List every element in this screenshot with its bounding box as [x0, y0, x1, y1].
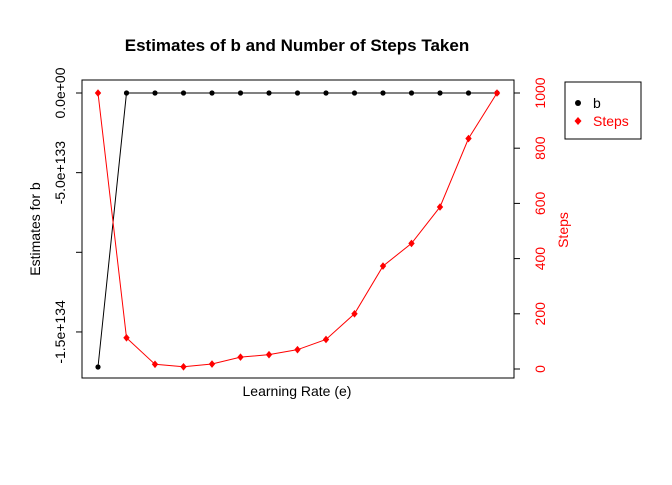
b-point: [437, 90, 443, 96]
steps-point: [493, 89, 501, 97]
left-axis-tick-label: -5.0e+133: [52, 141, 68, 205]
plot-frame: [81, 79, 515, 379]
b-point: [123, 90, 130, 96]
b-point: [180, 90, 187, 96]
right-axis-tick-label: 600: [532, 192, 548, 216]
steps-point: [294, 345, 301, 354]
b-point: [465, 90, 472, 96]
steps-point: [322, 335, 330, 344]
b-point: [380, 90, 386, 96]
right-y-axis-label: Steps: [555, 212, 571, 248]
b-point: [294, 90, 301, 96]
right-y-axis: 0 200 400 600 800 1000: [513, 77, 548, 373]
b-point: [408, 90, 415, 96]
steps-point: [379, 262, 387, 270]
right-axis-tick-label: 400: [532, 247, 548, 271]
steps-point: [265, 350, 273, 359]
legend-marker-b: [575, 100, 581, 106]
left-axis-tick-label: 0.0e+00: [52, 67, 68, 118]
x-axis-label: Learning Rate (e): [243, 383, 352, 399]
series-layer: [94, 89, 501, 371]
steps-series-line: [97, 92, 498, 368]
right-axis-tick-label: 1000: [532, 77, 548, 108]
b-point: [209, 90, 215, 96]
legend: b Steps: [564, 81, 642, 140]
b-point: [266, 90, 272, 96]
b-point: [95, 364, 101, 370]
steps-point: [436, 203, 444, 211]
steps-point: [351, 310, 358, 318]
b-point: [323, 90, 329, 96]
left-axis-tick-label: -1.5e+134: [52, 300, 68, 364]
chart-title: Estimates of b and Number of Steps Taken: [125, 36, 469, 55]
right-axis-tick-label: 200: [532, 302, 548, 326]
steps-point: [465, 134, 472, 143]
steps-point: [94, 89, 102, 97]
b-point: [351, 90, 358, 96]
steps-point: [237, 353, 244, 361]
legend-label-steps: Steps: [593, 113, 629, 129]
steps-point: [123, 334, 130, 342]
legend-label-b: b: [593, 95, 601, 111]
right-axis-tick-label: 800: [532, 136, 548, 160]
b-series-line: [97, 92, 497, 368]
right-axis-tick-label: 0: [532, 365, 548, 373]
steps-point: [208, 360, 216, 368]
b-point: [237, 90, 244, 96]
steps-point: [151, 360, 159, 369]
legend-marker-steps: [574, 117, 582, 125]
steps-point: [180, 362, 187, 371]
steps-point: [408, 239, 415, 248]
left-y-axis: 0.0e+00 -5.0e+133 -1.5e+134: [52, 67, 83, 364]
legend-box: [564, 81, 642, 140]
b-point: [152, 90, 158, 96]
left-y-axis-label: Estimates for b: [27, 182, 43, 276]
